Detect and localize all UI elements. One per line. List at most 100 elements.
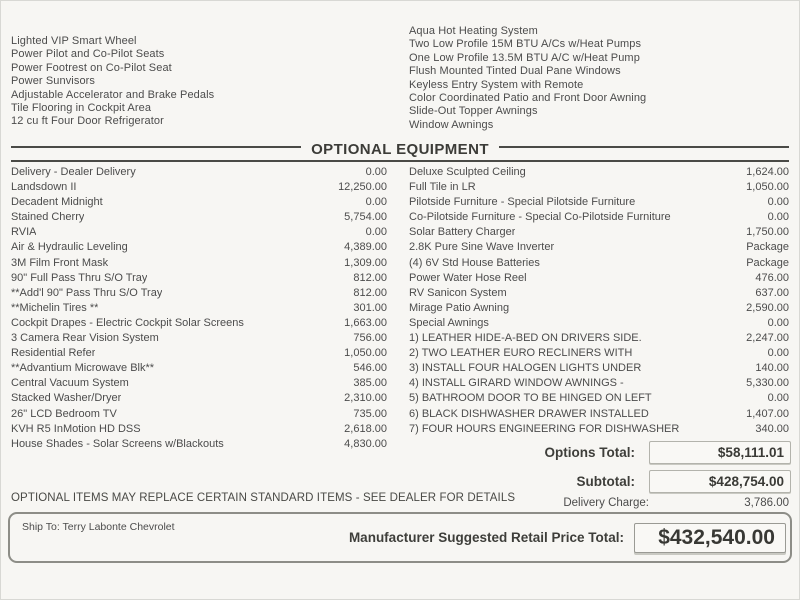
option-row: KVH R5 InMotion HD DSS 2,618.00 [11,422,387,437]
option-price: 1,624.00 [746,166,789,178]
option-label: 5) BATHROOM DOOR TO BE HINGED ON LEFT [409,392,652,405]
options-total-label: Options Total: [544,445,636,460]
options-total-value: $58,111.01 [649,441,791,464]
standard-equipment-item: Slide-Out Topper Awnings [409,105,538,118]
msrp-group: Manufacturer Suggested Retail Price Tota… [348,522,790,553]
option-row: Landsdown II 12,250.00 [11,180,387,195]
option-label: Central Vacuum System [11,377,129,390]
option-label: RVIA [11,226,37,239]
option-label: Deluxe Sculpted Ceiling [409,166,526,178]
option-price: 546.00 [353,362,387,375]
standard-equipment-item: 12 cu ft Four Door Refrigerator [11,115,164,128]
option-label: Pilotside Furniture - Special Pilotside … [409,196,636,209]
standard-equipment-section: Lighted VIP Smart Wheel Power Pilot and C… [11,25,789,132]
standard-equipment-right-column: Aqua Hot Heating System Two Low Profile 1… [409,25,789,132]
option-row: Special Awnings 0.00 [409,316,789,331]
option-label: 90" Full Pass Thru S/O Tray [11,271,148,284]
option-label: Decadent Midnight [11,196,103,209]
option-price: 812.00 [353,286,387,299]
option-label: 3M Film Front Mask [11,256,109,269]
delivery-charge-label: Delivery Charge: [563,497,649,509]
delivery-charge-row: Delivery Charge: 3,786.00 [563,497,789,509]
option-price: 1,050.00 [746,181,789,194]
option-price: 1,407.00 [746,407,789,420]
standard-equipment-item: Lighted VIP Smart Wheel [11,35,137,47]
option-row: 4) INSTALL GIRARD WINDOW AWNINGS - 5,330… [409,376,789,391]
option-row: Deluxe Sculpted Ceiling 1,624.00 [409,165,789,180]
option-price: 2,618.00 [344,422,387,435]
option-label: Cockpit Drapes - Electric Cockpit Solar … [11,316,244,329]
option-price: 0.00 [767,316,789,329]
option-label: Landsdown II [11,181,77,194]
standard-equipment-item: Keyless Entry System with Remote [409,78,584,91]
option-label: Residential Refer [11,347,96,360]
option-label: Mirage Patio Awning [409,301,510,314]
option-row: 3M Film Front Mask 1,309.00 [11,256,387,271]
option-row: 90" Full Pass Thru S/O Tray 812.00 [11,271,387,286]
option-row: Decadent Midnight 0.00 [11,195,387,210]
option-label: 2.8K Pure Sine Wave Inverter [409,241,555,254]
option-label: 3 Camera Rear Vision System [11,332,159,345]
option-price: 637.00 [755,286,789,299]
option-label: (4) 6V Std House Batteries [409,256,540,269]
option-label: 3) INSTALL FOUR HALOGEN LIGHTS UNDER [409,362,642,375]
optional-equipment-section: Delivery - Dealer Delivery 0.00 Landsdow… [11,165,789,452]
option-row: 2.8K Pure Sine Wave Inverter Package [409,240,789,255]
option-row: Co-Pilotside Furniture - Special Co-Pilo… [409,210,789,225]
footer-box: Ship To: Terry Labonte Chevrolet Manufac… [8,512,792,563]
option-label: 1) LEATHER HIDE-A-BED ON DRIVERS SIDE. [409,332,642,345]
option-label: Co-Pilotside Furniture - Special Co-Pilo… [409,211,671,224]
option-label: 4) INSTALL GIRARD WINDOW AWNINGS - [409,377,624,390]
option-price: 1,309.00 [344,256,387,269]
option-price: 0.00 [767,392,789,405]
option-price: 2,310.00 [344,392,387,405]
option-label: **Advantium Microwave Blk** [11,362,155,375]
option-price: 812.00 [353,271,387,284]
option-label: 2) TWO LEATHER EURO RECLINERS WITH [409,347,633,360]
standard-equipment-item: Two Low Profile 15M BTU A/Cs w/Heat Pump… [409,38,642,51]
option-price: 476.00 [755,271,789,284]
option-label: Delivery - Dealer Delivery [11,166,136,178]
header-rule-left [11,145,302,148]
option-label: Air & Hydraulic Leveling [11,241,128,254]
option-price: 0.00 [767,347,789,360]
option-row: Residential Refer 1,050.00 [11,346,387,361]
option-price: 756.00 [353,332,387,345]
option-row: 3 Camera Rear Vision System 756.00 [11,331,387,346]
option-row: Air & Hydraulic Leveling 4,389.00 [11,240,387,255]
option-row: Mirage Patio Awning 2,590.00 [409,301,789,316]
ship-to: Ship To: Terry Labonte Chevrolet [10,514,175,533]
option-row: Central Vacuum System 385.00 [11,376,387,391]
standard-equipment-item: Window Awnings [409,118,494,131]
optional-equipment-right-column: Deluxe Sculpted Ceiling 1,624.00 Full Ti… [409,165,789,452]
subtotal-value: $428,754.00 [649,470,791,493]
option-price: 4,389.00 [344,241,387,254]
option-row: 2) TWO LEATHER EURO RECLINERS WITH 0.00 [409,346,789,361]
option-row: Solar Battery Charger 1,750.00 [409,225,789,240]
option-price: 5,330.00 [746,377,789,390]
option-label: RV Sanicon System [409,286,507,299]
option-price: Package [746,241,789,254]
option-row: **Advantium Microwave Blk** 546.00 [11,361,387,376]
option-row: RVIA 0.00 [11,225,387,240]
option-price: 0.00 [365,166,387,178]
standard-equipment-item: Power Pilot and Co-Pilot Seats [11,48,165,61]
option-label: **Michelin Tires ** [11,301,99,314]
delivery-charge-value: 3,786.00 [744,497,789,509]
option-label: Stained Cherry [11,211,85,224]
optional-equipment-title: OPTIONAL EQUIPMENT [311,141,489,158]
msrp-value: $432,540.00 [634,522,786,553]
standard-equipment-item: Color Coordinated Patio and Front Door A… [409,92,647,105]
option-row: Delivery - Dealer Delivery 0.00 [11,165,387,180]
option-row: 7) FOUR HOURS ENGINEERING FOR DISHWASHER… [409,422,789,437]
option-row: Pilotside Furniture - Special Pilotside … [409,195,789,210]
option-price: 2,247.00 [746,332,789,345]
option-row: 6) BLACK DISHWASHER DRAWER INSTALLED 1,4… [409,407,789,422]
standard-equipment-item: Tile Flooring in Cockpit Area [11,102,152,115]
option-price: 12,250.00 [338,181,387,194]
option-label: Special Awnings [409,316,489,329]
option-label: KVH R5 InMotion HD DSS [11,422,141,435]
option-label: Solar Battery Charger [409,226,516,239]
msrp-label: Manufacturer Suggested Retail Price Tota… [348,530,624,545]
option-price: 1,750.00 [746,226,789,239]
